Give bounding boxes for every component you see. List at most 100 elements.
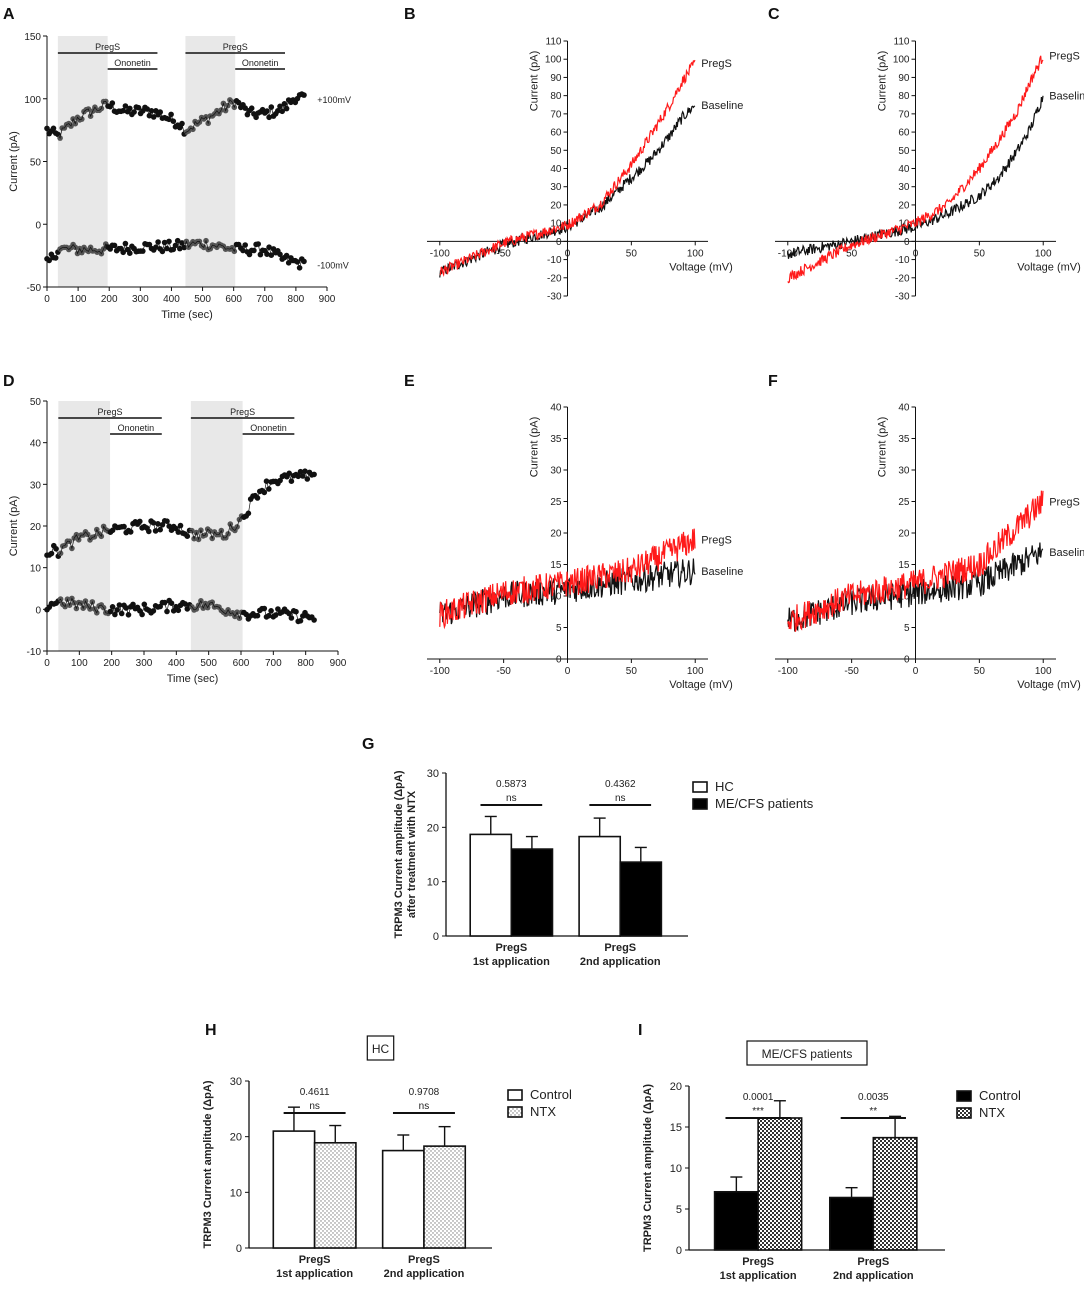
x-axis-title: Voltage (mV) [1017,261,1081,273]
y-tick-label: 0 [236,1243,242,1255]
y-tick-label: 30 [550,182,562,193]
x-tick-label: 400 [168,658,185,669]
y-tick-label: 20 [427,822,439,834]
panel-label-g: G [362,736,374,753]
y-tick-label: -10 [895,255,910,266]
x-tick-label: 100 [71,658,88,669]
y-tick-label: -20 [547,273,562,284]
category-label: PregS [408,1254,440,1266]
x-tick-label: 200 [101,294,118,305]
category-sublabel: 1st application [720,1270,797,1282]
x-axis-title: Voltage (mV) [669,679,733,691]
iv-trace-pregs [439,59,696,277]
legend-swatch-1 [507,1106,523,1118]
panel-label-a: A [3,6,15,23]
treatment-label-0: PregS [98,407,123,417]
x-tick-label: 50 [626,666,638,677]
y-tick-label: 20 [898,200,910,211]
y-tick-label: 40 [898,164,910,175]
y-tick-label: 20 [550,529,562,540]
y-tick-label: 40 [550,164,562,175]
y-tick-label: 20 [230,1132,242,1144]
bar-control-1 [828,1196,875,1251]
bar-ntx-1 [872,1136,918,1251]
x-tick-label: 700 [265,658,282,669]
legend-label-0: Control [979,1088,1021,1103]
y-tick-label: 110 [894,37,910,48]
y-tick-label: 5 [904,623,910,634]
y-tick-label: 80 [550,91,562,102]
panel-a-time-course: 0 100 200 300 400 500 600 700 800 900-50050100150… [8,32,351,321]
y-tick-label: 150 [24,32,41,43]
legend-swatch-0 [692,781,708,793]
panel-h-bar-chart: 0 10 20 30 TRPM3 Current amplitude (ΔpA) Preg… [202,1035,572,1280]
bar-control-0 [272,1130,316,1249]
y-tick-label: 50 [550,146,562,157]
x-axis-title: Voltage (mV) [1017,679,1081,691]
x-tick-label: 500 [194,294,211,305]
x-tick-label: -50 [496,248,511,259]
bar-control-1 [381,1149,425,1249]
iv-trace-baseline [787,542,1044,632]
x-tick-label: 800 [288,294,305,305]
bar-hc-0 [469,833,513,937]
bar-mecfspatients-0 [510,848,554,937]
x-tick-label: 0 [565,666,571,677]
y-tick-label: 30 [550,466,562,477]
y-tick-label: 40 [550,403,562,414]
x-tick-label: 900 [319,294,336,305]
y-tick-label: 40 [30,439,42,450]
bar-mecfspatients-1 [619,861,663,937]
y-tick-label: 90 [898,73,910,84]
category-sublabel: 2nd application [384,1268,465,1280]
legend-swatch-0 [507,1089,523,1101]
y-axis-title: Current (pA) [529,51,541,112]
category-sublabel: 2nd application [833,1270,914,1282]
series-label-pregs: PregS [1049,51,1080,63]
x-tick-label: 50 [846,248,858,259]
y-tick-label: 70 [898,109,910,120]
iv-trace-pregs [787,490,1044,632]
y-tick-label: 30 [230,1076,242,1088]
panel-g-bar-chart: 0 10 20 30 TRPM3 Current amplitude (ΔpA) afte… [393,768,814,968]
y-axis-title: Current (pA) [8,496,20,557]
bar-hc-1 [578,835,622,937]
significance-label-1: ns [615,793,626,804]
y-tick-label: 10 [550,219,562,230]
title-box [746,1040,868,1066]
panel-label-c: C [768,6,780,23]
y-tick-label: -10 [547,255,562,266]
y-tick-label: 35 [898,434,910,445]
bar-ntx-1 [423,1145,467,1249]
chart-title: ME/CFS patients [762,1047,853,1061]
y-tick-label: 100 [893,55,910,66]
data-point [311,471,317,478]
y-tick-label: -30 [547,292,562,303]
significance-label-0: *** [752,1106,764,1117]
bar-control-0 [713,1190,759,1251]
y-tick-label: 5 [676,1204,682,1216]
y-tick-label: 90 [550,73,562,84]
y-tick-label: 15 [550,560,562,571]
p-value-1: 0.0035 [858,1092,889,1103]
x-tick-label: -50 [496,666,511,677]
panel-label-d: D [3,373,15,390]
iv-trace-pregs [787,55,1044,284]
series-label-1: -100mV [317,260,349,270]
x-tick-label: 300 [132,294,149,305]
x-axis-title: Time (sec) [161,309,213,321]
x-tick-label: 0 [44,294,50,305]
y-tick-label: 0 [35,220,41,231]
category-sublabel: 1st application [473,956,550,968]
series-label-0: +100mV [317,95,351,105]
y-tick-label: 5 [556,623,562,634]
y-tick-label: 0 [433,931,439,943]
x-tick-label: 50 [626,248,638,259]
y-tick-label: 10 [898,219,910,230]
series-label-baseline: Baseline [1049,547,1084,559]
y-tick-label: 60 [550,128,562,139]
x-tick-label: -100 [430,666,450,677]
